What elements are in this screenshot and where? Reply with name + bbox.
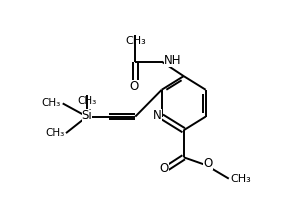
- Text: CH₃: CH₃: [230, 174, 251, 184]
- Text: O: O: [159, 162, 168, 175]
- Text: Si: Si: [82, 109, 92, 123]
- Text: O: O: [130, 80, 139, 94]
- Text: N: N: [153, 109, 162, 123]
- Text: O: O: [203, 157, 213, 170]
- Text: CH₃: CH₃: [125, 36, 146, 46]
- Text: CH₃: CH₃: [45, 128, 64, 138]
- Text: NH: NH: [164, 54, 181, 67]
- Text: CH₃: CH₃: [77, 96, 96, 106]
- Text: CH₃: CH₃: [42, 98, 61, 108]
